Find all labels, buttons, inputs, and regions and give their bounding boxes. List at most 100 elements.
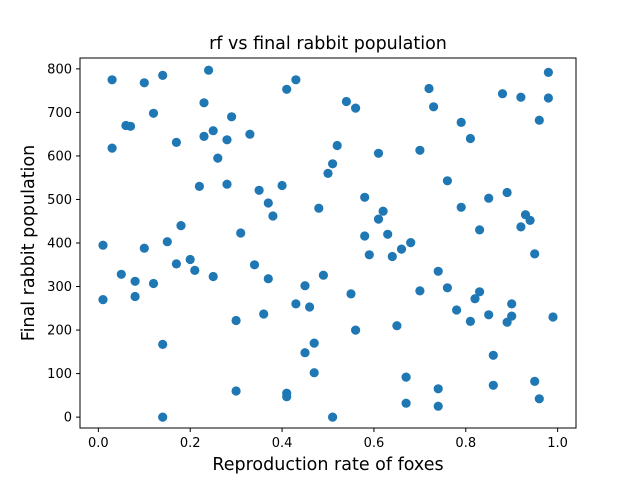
data-point [213, 153, 223, 163]
data-point [396, 244, 407, 254]
data-point [254, 185, 264, 195]
data-point [98, 295, 108, 305]
data-point [373, 148, 384, 158]
data-point [162, 237, 172, 247]
data-point [268, 211, 278, 221]
data-point [328, 412, 338, 422]
data-point [516, 222, 526, 232]
data-point [525, 215, 535, 225]
data-point [130, 291, 140, 302]
data-point [227, 112, 237, 122]
x-axis-ticks: 0.0 0.2 0.4 0.6 0.8 1.0 [88, 428, 568, 451]
data-point [148, 108, 159, 118]
data-point [318, 270, 328, 280]
data-point [488, 350, 498, 360]
data-point [314, 203, 324, 213]
data-point [433, 401, 443, 411]
data-point [176, 221, 186, 231]
data-point [259, 309, 269, 319]
data-point [401, 398, 411, 408]
x-tick-label: 1.0 [547, 436, 568, 451]
data-point [208, 271, 218, 282]
data-point [502, 187, 512, 198]
data-point [387, 251, 397, 262]
data-point [406, 238, 416, 248]
data-point [199, 98, 209, 108]
data-point [364, 250, 374, 260]
data-point [171, 259, 181, 269]
y-tick-label: 0 [64, 411, 72, 426]
data-point [171, 137, 181, 147]
data-point [484, 193, 494, 203]
data-point [309, 338, 319, 348]
data-point [465, 316, 475, 326]
data-point [465, 133, 475, 144]
data-point [291, 75, 301, 85]
data-point [373, 214, 384, 224]
y-axis-ticks: 0 100 200 300 400 500 600 700 800 [47, 62, 80, 426]
data-point [305, 302, 315, 312]
data-point [332, 140, 342, 151]
data-point [282, 84, 292, 94]
data-point [158, 339, 168, 349]
data-point [194, 181, 204, 191]
data-point [401, 372, 411, 382]
data-point [530, 376, 540, 386]
data-point [231, 315, 241, 326]
data-point [190, 265, 200, 275]
data-point [98, 240, 108, 250]
data-point [360, 231, 370, 241]
data-point [415, 286, 425, 296]
y-tick-label: 700 [47, 106, 72, 121]
x-tick-label: 0.2 [180, 436, 201, 451]
y-axis-label: Final rabbit population [19, 145, 39, 341]
data-point [158, 70, 168, 80]
data-point [222, 135, 232, 145]
data-point [341, 96, 351, 107]
data-point [351, 103, 361, 113]
data-point [548, 312, 558, 322]
data-point [277, 180, 287, 191]
data-point [415, 145, 425, 155]
data-point [249, 260, 260, 270]
data-point [424, 83, 434, 94]
data-point [204, 65, 214, 75]
data-point [429, 102, 439, 112]
data-point [116, 269, 126, 279]
y-tick-label: 600 [47, 149, 72, 164]
data-point [470, 294, 480, 304]
data-point [497, 89, 508, 99]
data-point [139, 243, 149, 253]
data-point [442, 283, 452, 293]
data-point [534, 394, 544, 404]
data-point [199, 131, 209, 141]
y-tick-label: 200 [47, 324, 72, 339]
data-point [328, 159, 338, 169]
data-point [488, 380, 498, 390]
data-point [433, 266, 443, 276]
y-tick-label: 400 [47, 237, 72, 252]
data-point [360, 192, 370, 202]
data-point [456, 202, 466, 212]
data-point [107, 143, 117, 153]
x-tick-label: 0.0 [88, 436, 109, 451]
x-axis-label: Reproduction rate of foxes [212, 455, 443, 475]
y-tick-label: 300 [47, 280, 72, 295]
data-point [484, 310, 494, 320]
plot-frame [79, 57, 577, 429]
data-point [351, 325, 361, 335]
data-point [433, 384, 443, 394]
x-tick-label: 0.6 [364, 436, 385, 451]
data-point [452, 305, 462, 315]
data-point [158, 412, 168, 422]
y-tick-label: 800 [47, 62, 72, 77]
data-point [130, 276, 140, 286]
data-point [236, 228, 246, 238]
y-tick-label: 100 [47, 367, 72, 382]
data-point [530, 249, 540, 259]
data-point [208, 126, 218, 136]
data-point [300, 281, 310, 291]
chart-title: rf vs final rabbit population [209, 34, 447, 54]
